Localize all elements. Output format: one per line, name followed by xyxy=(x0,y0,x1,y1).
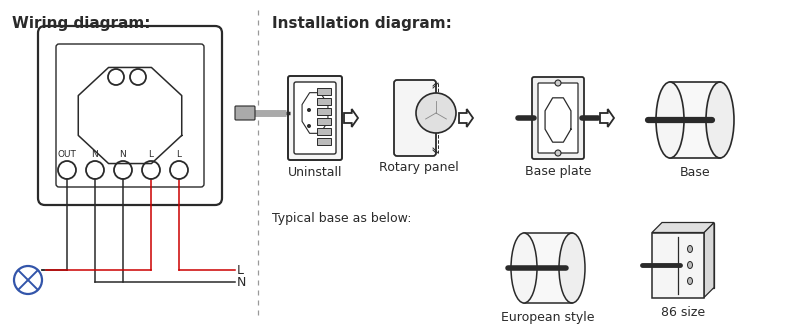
Text: N: N xyxy=(120,150,126,159)
Ellipse shape xyxy=(687,262,693,269)
FancyBboxPatch shape xyxy=(394,80,436,156)
Ellipse shape xyxy=(511,233,537,303)
Bar xyxy=(317,118,331,125)
Text: L: L xyxy=(149,150,154,159)
Text: European style: European style xyxy=(502,311,594,324)
FancyBboxPatch shape xyxy=(38,26,222,205)
Circle shape xyxy=(307,124,311,128)
Ellipse shape xyxy=(706,82,734,158)
Text: OUT: OUT xyxy=(58,150,77,159)
Text: 86 size: 86 size xyxy=(661,306,705,319)
Polygon shape xyxy=(344,109,358,127)
Text: N: N xyxy=(92,150,98,159)
Polygon shape xyxy=(524,233,572,303)
Circle shape xyxy=(555,150,561,156)
Polygon shape xyxy=(704,222,714,298)
Text: Installation diagram:: Installation diagram: xyxy=(272,16,452,31)
Polygon shape xyxy=(670,82,720,158)
FancyBboxPatch shape xyxy=(288,76,342,160)
Bar xyxy=(662,222,714,288)
Text: Wiring diagram:: Wiring diagram: xyxy=(12,16,150,31)
Bar xyxy=(317,128,331,135)
FancyBboxPatch shape xyxy=(56,44,204,187)
Text: Rotary panel: Rotary panel xyxy=(379,161,459,174)
Text: L: L xyxy=(177,150,182,159)
FancyBboxPatch shape xyxy=(538,83,578,153)
Text: L: L xyxy=(237,264,244,277)
Ellipse shape xyxy=(687,278,693,285)
FancyBboxPatch shape xyxy=(235,106,255,120)
Text: Uninstall: Uninstall xyxy=(288,166,342,179)
Text: N: N xyxy=(237,276,246,289)
Bar xyxy=(317,88,331,95)
Polygon shape xyxy=(652,222,714,232)
Bar xyxy=(317,138,331,145)
Text: Typical base as below:: Typical base as below: xyxy=(272,212,411,225)
Circle shape xyxy=(307,108,311,112)
FancyBboxPatch shape xyxy=(294,82,336,154)
FancyBboxPatch shape xyxy=(532,77,584,159)
Text: Base: Base xyxy=(680,166,710,179)
Bar xyxy=(652,232,704,298)
Circle shape xyxy=(416,93,456,133)
Ellipse shape xyxy=(687,245,693,253)
Ellipse shape xyxy=(559,233,585,303)
Polygon shape xyxy=(600,109,614,127)
Bar xyxy=(317,108,331,115)
Circle shape xyxy=(555,80,561,86)
Bar xyxy=(317,98,331,105)
Text: Base plate: Base plate xyxy=(525,165,591,178)
Polygon shape xyxy=(459,109,473,127)
Ellipse shape xyxy=(656,82,684,158)
